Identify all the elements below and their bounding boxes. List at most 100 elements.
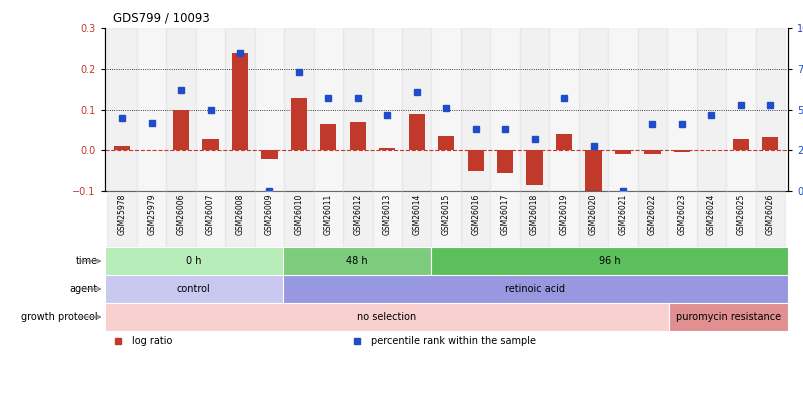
Bar bbox=[114, 146, 130, 150]
Bar bbox=[372, 191, 402, 247]
Text: control: control bbox=[177, 284, 210, 294]
Bar bbox=[104, 275, 283, 303]
Text: GSM26011: GSM26011 bbox=[324, 194, 332, 235]
Bar bbox=[255, 28, 283, 191]
Text: GSM26013: GSM26013 bbox=[382, 194, 391, 235]
Bar bbox=[291, 98, 307, 150]
Text: GSM26012: GSM26012 bbox=[353, 194, 362, 235]
Bar bbox=[548, 191, 578, 247]
Text: retinoic acid: retinoic acid bbox=[505, 284, 565, 294]
Text: GSM26007: GSM26007 bbox=[206, 194, 214, 235]
Bar bbox=[526, 150, 542, 185]
Bar bbox=[732, 139, 748, 150]
Text: percentile rank within the sample: percentile rank within the sample bbox=[370, 336, 536, 346]
Bar bbox=[166, 28, 196, 191]
Bar bbox=[104, 303, 668, 331]
Text: GSM26021: GSM26021 bbox=[618, 194, 626, 235]
Bar bbox=[283, 275, 787, 303]
Text: GSM26006: GSM26006 bbox=[177, 194, 185, 235]
Bar bbox=[379, 148, 395, 150]
Bar bbox=[725, 28, 755, 191]
Bar bbox=[460, 191, 490, 247]
Bar bbox=[695, 191, 725, 247]
Text: GSM26009: GSM26009 bbox=[265, 194, 274, 235]
Text: no selection: no selection bbox=[357, 312, 416, 322]
Bar bbox=[349, 122, 365, 150]
Text: GSM26017: GSM26017 bbox=[500, 194, 509, 235]
Text: GSM26014: GSM26014 bbox=[412, 194, 421, 235]
Bar bbox=[725, 191, 755, 247]
Bar bbox=[173, 110, 189, 150]
Text: 96 h: 96 h bbox=[598, 256, 620, 266]
Bar bbox=[343, 191, 372, 247]
Bar bbox=[755, 191, 784, 247]
Bar bbox=[137, 191, 166, 247]
Bar bbox=[585, 150, 601, 199]
Bar bbox=[431, 28, 460, 191]
Bar bbox=[496, 150, 512, 173]
Bar bbox=[283, 28, 313, 191]
Bar bbox=[313, 28, 343, 191]
Text: GSM26008: GSM26008 bbox=[235, 194, 244, 235]
Bar bbox=[104, 247, 283, 275]
Bar bbox=[283, 191, 313, 247]
Bar bbox=[431, 191, 460, 247]
Bar bbox=[578, 28, 608, 191]
Bar bbox=[608, 28, 637, 191]
Bar bbox=[166, 191, 196, 247]
Text: GSM26016: GSM26016 bbox=[471, 194, 479, 235]
Bar bbox=[520, 191, 548, 247]
Text: 48 h: 48 h bbox=[346, 256, 368, 266]
Bar bbox=[460, 28, 490, 191]
Text: GSM26015: GSM26015 bbox=[441, 194, 450, 235]
Bar bbox=[467, 150, 483, 171]
Bar bbox=[261, 150, 277, 158]
Bar bbox=[320, 124, 336, 150]
Bar bbox=[490, 191, 520, 247]
Bar bbox=[313, 191, 343, 247]
Bar bbox=[761, 137, 777, 150]
Text: agent: agent bbox=[69, 284, 98, 294]
Text: GSM26020: GSM26020 bbox=[589, 194, 597, 235]
Bar bbox=[666, 191, 695, 247]
Text: GSM26023: GSM26023 bbox=[677, 194, 686, 235]
Text: log ratio: log ratio bbox=[132, 336, 172, 346]
Bar bbox=[668, 303, 787, 331]
Bar bbox=[548, 28, 578, 191]
Text: GSM26022: GSM26022 bbox=[647, 194, 656, 235]
Bar bbox=[196, 191, 225, 247]
Bar bbox=[231, 53, 248, 150]
Bar bbox=[108, 28, 137, 191]
Bar bbox=[555, 134, 572, 150]
Bar bbox=[343, 28, 372, 191]
Bar bbox=[673, 150, 689, 152]
Bar bbox=[695, 28, 725, 191]
Bar bbox=[283, 247, 431, 275]
Bar bbox=[372, 28, 402, 191]
Text: GSM26019: GSM26019 bbox=[559, 194, 568, 235]
Text: GSM26026: GSM26026 bbox=[764, 194, 774, 235]
Text: GSM25979: GSM25979 bbox=[147, 194, 156, 235]
Bar bbox=[225, 191, 255, 247]
Bar bbox=[578, 191, 608, 247]
Bar bbox=[431, 247, 787, 275]
Bar bbox=[196, 28, 225, 191]
Bar bbox=[438, 136, 454, 150]
Bar bbox=[637, 28, 666, 191]
Text: 0 h: 0 h bbox=[185, 256, 202, 266]
Bar bbox=[608, 191, 637, 247]
Bar bbox=[402, 191, 431, 247]
Text: GSM26025: GSM26025 bbox=[736, 194, 744, 235]
Text: time: time bbox=[75, 256, 98, 266]
Bar bbox=[614, 150, 630, 154]
Text: puromycin resistance: puromycin resistance bbox=[675, 312, 780, 322]
Text: GDS799 / 10093: GDS799 / 10093 bbox=[112, 11, 209, 24]
Bar bbox=[408, 114, 424, 150]
Text: GSM25978: GSM25978 bbox=[117, 194, 127, 235]
Bar bbox=[643, 150, 660, 154]
Bar bbox=[666, 28, 695, 191]
Text: GSM26018: GSM26018 bbox=[529, 194, 539, 235]
Bar bbox=[255, 191, 283, 247]
Text: growth protocol: growth protocol bbox=[21, 312, 98, 322]
Bar bbox=[137, 28, 166, 191]
